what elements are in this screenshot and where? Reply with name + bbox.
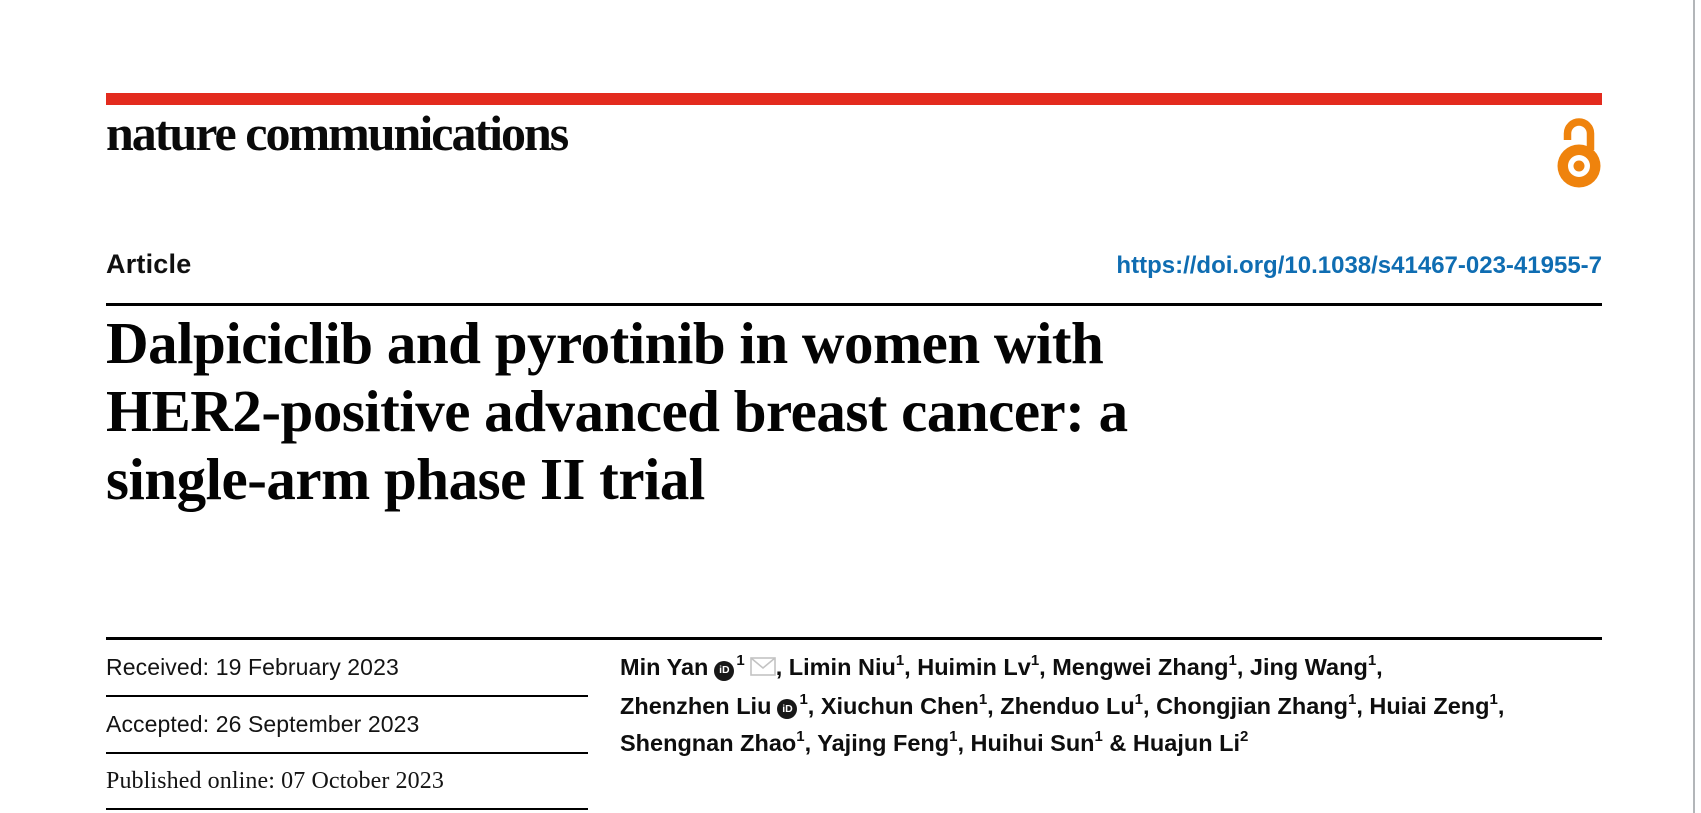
affiliation-superscript: 1 (978, 690, 988, 708)
author-name: Min Yan (620, 654, 709, 680)
accepted-value: 26 September 2023 (215, 711, 420, 737)
dateline-column: Received: 19 February 2023 Accepted: 26 … (106, 640, 588, 810)
affiliation-superscript: 1 (1030, 652, 1040, 670)
open-access-icon (1556, 112, 1602, 188)
author-name: Zhenduo Lu (1000, 692, 1135, 719)
affiliation-superscript: 1 (799, 690, 808, 708)
published-online-label: Published online: (106, 768, 276, 794)
paper-title: Dalpiciclib and pyrotinib in women with … (106, 309, 1602, 513)
author-separator: , (1497, 692, 1505, 719)
received-row: Received: 19 February 2023 (106, 640, 588, 697)
title-line-2: HER2-positive advanced breast cancer: a (106, 378, 1128, 444)
author-separator: , (807, 692, 821, 719)
affiliation-superscript: 1 (895, 652, 905, 670)
author-separator: , (987, 692, 1001, 719)
author-line: Min Yan iD1, Limin Niu1, Huimin Lv1, Meng… (620, 649, 1602, 688)
title-line-1: Dalpiciclib and pyrotinib in women with (106, 310, 1104, 376)
affiliation-superscript: 1 (949, 728, 958, 746)
page-content: nature communications Article https://do… (106, 0, 1602, 813)
author-separator: & (1102, 730, 1133, 756)
published-online-value: 07 October 2023 (281, 768, 444, 794)
author-name: Mengwei Zhang (1052, 654, 1229, 680)
affiliation-superscript: 1 (1228, 652, 1237, 670)
author-block: Min Yan iD1, Limin Niu1, Huimin Lv1, Meng… (620, 649, 1602, 763)
affiliation-superscript: 1 (1347, 690, 1357, 708)
author-separator: , (957, 730, 971, 756)
author-name: Huihui Sun (970, 730, 1095, 756)
author-separator: , (1356, 692, 1370, 719)
title-line-3: single-arm phase II trial (106, 446, 705, 512)
title-divider-rule (106, 303, 1602, 306)
affiliation-superscript: 1 (736, 652, 745, 670)
affiliation-superscript: 1 (1134, 690, 1144, 708)
affiliation-superscript: 2 (1239, 728, 1249, 746)
author-separator: , (775, 654, 789, 680)
author-line: Zhenzhen Liu iD1, Xiuchun Chen1, Zhenduo … (620, 688, 1602, 726)
author-separator: , (1376, 654, 1383, 680)
orcid-id-icon[interactable]: iD (714, 660, 735, 681)
author-name: Huimin Lv (917, 654, 1031, 680)
author-name: Xiuchun Chen (820, 692, 979, 719)
author-name: Yajing Feng (817, 730, 950, 756)
author-name: Chongjian Zhang (1156, 692, 1348, 719)
author-name: Limin Niu (788, 654, 896, 680)
author-name: Huajun Li (1132, 730, 1240, 756)
affiliation-superscript: 1 (1489, 690, 1498, 708)
author-separator: , (904, 654, 918, 680)
affiliation-superscript: 1 (796, 728, 805, 746)
author-separator: , (1236, 654, 1250, 680)
affiliation-superscript: 1 (1367, 652, 1377, 670)
journal-logo: nature communications (106, 105, 569, 161)
brand-color-bar (106, 93, 1602, 105)
page-right-border (1693, 0, 1695, 813)
received-value: 19 February 2023 (215, 654, 399, 680)
author-name: Shengnan Zhao (620, 730, 797, 756)
accepted-label: Accepted: (106, 711, 210, 737)
author-separator: , (1039, 654, 1053, 680)
author-name: Huiai Zeng (1369, 692, 1490, 719)
author-name: Jing Wang (1249, 654, 1368, 680)
author-name: Zhenzhen Liu (620, 692, 772, 719)
orcid-id-icon[interactable]: iD (777, 699, 798, 720)
author-separator: , (1143, 692, 1157, 719)
received-label: Received: (106, 654, 210, 680)
published-online-row: Published online: 07 October 2023 (106, 754, 588, 810)
affiliation-superscript: 1 (1094, 728, 1103, 746)
envelope-icon[interactable] (749, 650, 776, 688)
accepted-row: Accepted: 26 September 2023 (106, 697, 588, 754)
article-type-label: Article (106, 249, 192, 279)
author-line: Shengnan Zhao1, Yajing Feng1, Huihui Sun… (620, 725, 1602, 763)
doi-link[interactable]: https://doi.org/10.1038/s41467-023-41955… (1116, 252, 1602, 279)
meta-section: Received: 19 February 2023 Accepted: 26 … (106, 637, 1602, 813)
article-header-row: Article https://doi.org/10.1038/s41467-0… (106, 249, 1602, 280)
author-separator: , (804, 730, 818, 756)
